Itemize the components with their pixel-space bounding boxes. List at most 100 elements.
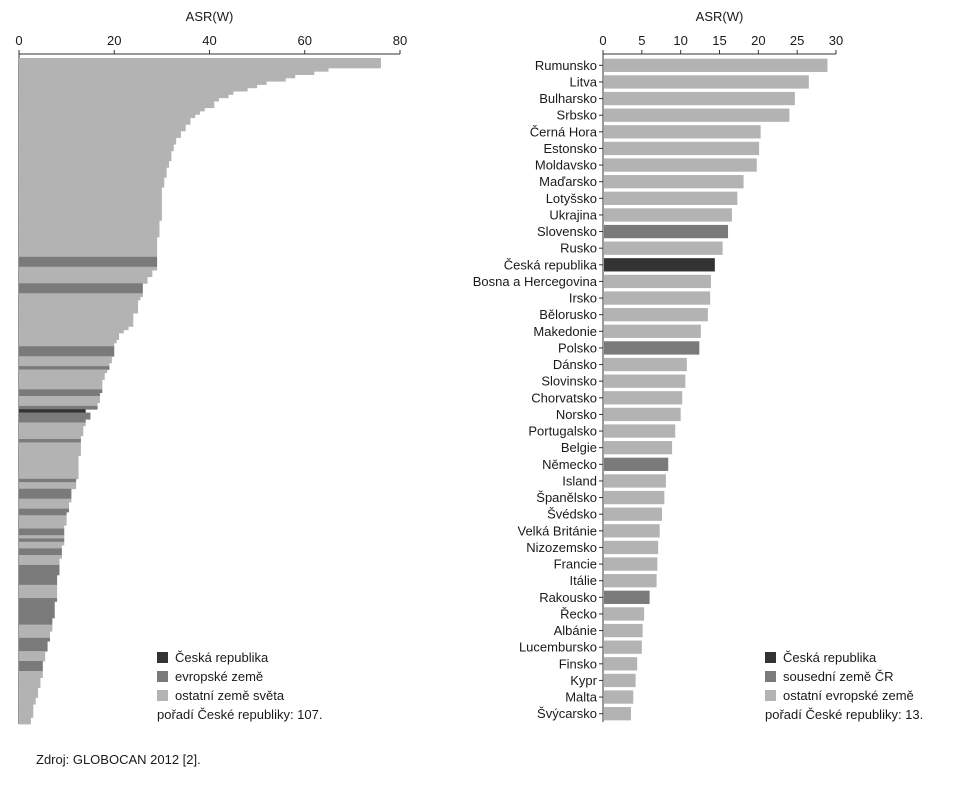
bar [604,457,669,471]
bar [604,673,636,688]
bar [19,694,39,698]
bar [19,704,34,708]
legend-label-czech: Česká republika [175,650,269,665]
bar [604,141,760,156]
bar [19,289,143,294]
bar [19,611,55,616]
x-tick-label: 0 [15,33,22,48]
bar [19,555,62,559]
bar [604,490,665,505]
legend-item-neighbor: sousední země ČR [765,667,923,686]
bar [19,508,70,513]
bar [19,548,62,553]
category-label: Francie [554,557,597,572]
bar [19,333,120,337]
x-tick-label: 40 [202,33,216,48]
bar [604,557,658,571]
bar [19,425,84,430]
bar [19,651,46,655]
bar [19,120,191,125]
bar [19,399,100,403]
bar [19,197,162,201]
bar [19,690,39,695]
category-label: Irsko [569,291,597,306]
bar [19,455,79,460]
bar [604,274,711,289]
legend-swatch-czech-eu [765,652,776,663]
x-tick-label: 5 [638,33,645,48]
bar [19,631,50,635]
category-label: Velká Británie [518,523,598,538]
bar [19,584,58,589]
bar [604,224,729,239]
bar [19,525,65,529]
x-tick-label: 15 [712,33,726,48]
bar [604,175,744,189]
bar [19,336,120,341]
x-tick-label: 20 [107,33,121,48]
bar [19,200,162,205]
x-tick-label: 30 [829,33,843,48]
bar [19,299,139,304]
bar [19,674,43,679]
bar [19,97,220,102]
bar [19,601,55,606]
bar [19,276,148,281]
bar [19,67,329,72]
bar [19,382,103,387]
bar [19,117,191,122]
bar [604,291,711,305]
bar [604,324,701,338]
bar [19,472,79,476]
x-tick-label: 80 [393,33,407,48]
bar [19,94,229,99]
bar [604,125,761,139]
bar [604,108,790,122]
bar [19,465,79,470]
category-label: Slovinsko [541,374,597,389]
bar [19,137,177,142]
bar [19,485,77,490]
bar [19,634,50,639]
bar [19,389,103,394]
bar [19,346,115,350]
bar [19,150,172,155]
bar [19,366,110,370]
bar [19,74,296,79]
bar [19,107,205,112]
bar [19,432,84,437]
x-axis-title: ASR(W) [696,9,744,24]
bar [19,475,79,480]
bar [19,700,36,705]
bar [19,710,34,715]
bar [19,313,134,317]
bar [19,505,70,510]
bar [604,391,683,405]
bar [19,61,381,66]
bar [19,515,67,519]
category-label: Finsko [559,656,597,671]
bar [19,111,200,115]
europe-chart-legend: Česká republika sousední země ČR ostatní… [765,648,923,724]
bar [19,588,58,592]
bar [19,687,39,692]
bar [19,296,141,301]
bar [19,386,103,390]
bar [19,568,60,572]
bar [19,518,67,523]
bar [19,220,160,225]
bar [19,495,72,500]
bar [19,167,167,172]
legend-label-other-eu: ostatní evropské země [783,688,914,703]
bar [19,707,34,712]
bar [19,379,103,384]
bar [604,158,757,172]
bar [19,405,98,410]
bar [19,283,143,288]
x-tick-label: 25 [790,33,804,48]
bar [19,538,65,543]
bar [19,183,165,188]
bar [604,657,638,671]
legend-swatch-neighbor [765,671,776,682]
bar [19,342,115,347]
